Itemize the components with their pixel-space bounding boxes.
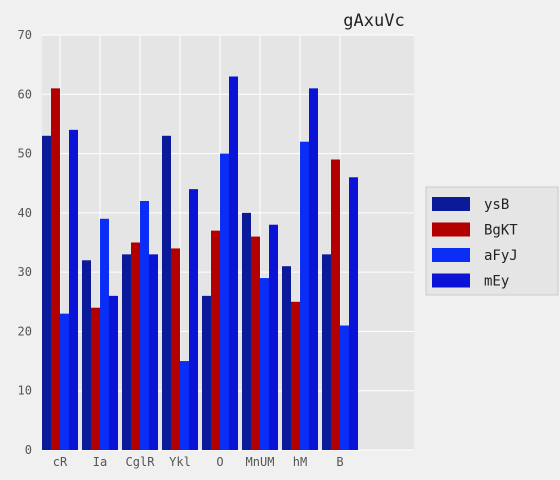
- bar-ysB-Ia: [82, 260, 91, 450]
- bar-ysB-B: [322, 254, 331, 450]
- x-tick-label: cR: [53, 455, 68, 469]
- bar-BgKT-hM: [291, 301, 300, 450]
- bar-BgKT-Ykl: [171, 248, 180, 450]
- bar-mEy-O: [229, 76, 238, 450]
- x-tick-label: CglR: [126, 455, 156, 469]
- bar-mEy-cR: [69, 129, 78, 450]
- x-tick-label: B: [336, 455, 343, 469]
- legend-swatch-BgKT: [432, 222, 470, 237]
- y-axis-ticks: 0 10 20 30 40 50 60 70: [18, 28, 32, 457]
- y-tick-label: 60: [18, 87, 32, 101]
- bar-mEy-hM: [309, 88, 318, 450]
- bar-mEy-B: [349, 177, 358, 451]
- bar-ysB-MnUM: [242, 212, 251, 450]
- bars: [42, 76, 358, 451]
- y-tick-label: 10: [18, 384, 32, 398]
- y-tick-label: 20: [18, 324, 32, 338]
- bar-mEy-Ykl: [189, 189, 198, 450]
- bar-ysB-O: [202, 295, 211, 450]
- chart-title: gAxuVc: [343, 11, 404, 31]
- bar-aFyJ-O: [220, 153, 229, 451]
- bar-aFyJ-Ia: [100, 218, 109, 450]
- x-tick-label: O: [216, 455, 223, 469]
- x-axis-ticks: cR Ia CglR Ykl O MnUM hM B: [53, 455, 344, 469]
- legend: ysB BgKT aFyJ mEy: [425, 186, 559, 296]
- bar-aFyJ-hM: [300, 141, 309, 450]
- y-tick-label: 40: [18, 206, 32, 220]
- legend-label-aFyJ: aFyJ: [484, 248, 518, 264]
- bar-ysB-hM: [282, 266, 291, 450]
- x-tick-label: Ia: [93, 455, 107, 469]
- bar-ysB-CglR: [122, 254, 131, 450]
- y-tick-label: 30: [18, 265, 32, 279]
- bar-aFyJ-cR: [60, 313, 69, 450]
- bar-mEy-CglR: [149, 254, 158, 450]
- bar-BgKT-MnUM: [251, 236, 260, 450]
- legend-label-mEy: mEy: [484, 274, 509, 290]
- bar-BgKT-O: [211, 230, 220, 450]
- bar-BgKT-B: [331, 159, 340, 450]
- legend-swatch-ysB: [432, 197, 470, 211]
- bar-mEy-MnUM: [269, 224, 278, 450]
- bar-aFyJ-Ykl: [180, 361, 189, 450]
- bar-mEy-Ia: [109, 295, 118, 450]
- x-tick-label: Ykl: [169, 455, 191, 469]
- legend-swatch-aFyJ: [432, 248, 470, 262]
- legend-swatch-mEy: [432, 273, 470, 288]
- bar-aFyJ-B: [340, 325, 349, 450]
- bar-BgKT-Ia: [91, 307, 100, 450]
- bar-BgKT-cR: [51, 88, 60, 450]
- bar-ysB-cR: [42, 135, 51, 451]
- bar-aFyJ-MnUM: [260, 278, 269, 450]
- bar-ysB-Ykl: [162, 135, 171, 451]
- y-tick-label: 50: [18, 147, 32, 161]
- legend-label-ysB: ysB: [484, 197, 509, 213]
- bar-BgKT-CglR: [131, 242, 140, 450]
- bar-aFyJ-CglR: [140, 201, 149, 450]
- legend-label-BgKT: BgKT: [484, 223, 518, 239]
- x-tick-label: MnUM: [246, 455, 275, 469]
- y-tick-label: 0: [25, 443, 32, 457]
- x-tick-label: hM: [293, 455, 307, 469]
- y-tick-label: 70: [18, 28, 32, 42]
